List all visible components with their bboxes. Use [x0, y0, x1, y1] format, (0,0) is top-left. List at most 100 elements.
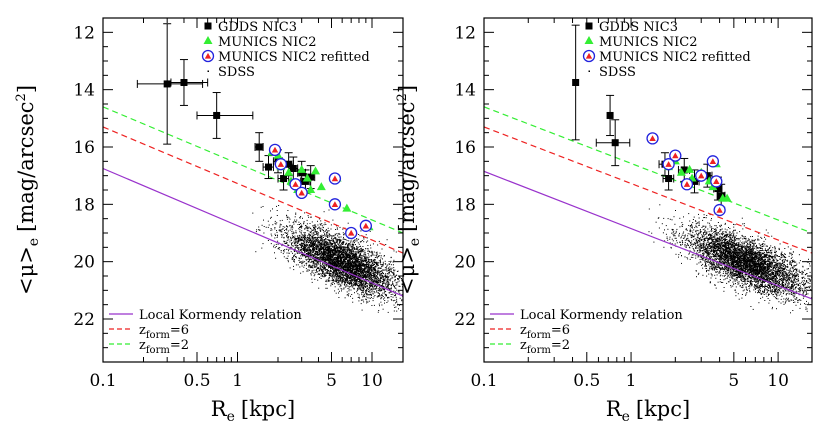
sdss-point — [354, 272, 356, 274]
sdss-point — [319, 277, 321, 278]
sdss-point — [340, 285, 342, 287]
sdss-point — [314, 229, 316, 231]
sdss-point — [371, 288, 373, 290]
sdss-point — [339, 280, 340, 282]
sdss-point — [385, 284, 387, 286]
sdss-point — [345, 239, 347, 241]
sdss-point — [353, 278, 355, 280]
sdss-point — [385, 275, 387, 277]
sdss-point — [358, 300, 360, 302]
sdss-point — [328, 252, 330, 253]
sdss-point — [367, 265, 369, 267]
sdss-point — [385, 286, 387, 288]
sdss-point — [330, 252, 332, 254]
sdss-point — [354, 272, 356, 274]
sdss-point — [348, 275, 350, 277]
sdss-point — [306, 235, 308, 237]
sdss-point — [362, 287, 364, 289]
sdss-point — [292, 231, 294, 233]
sdss-point — [400, 310, 402, 311]
sdss-point — [289, 267, 291, 269]
sdss-point — [296, 241, 298, 243]
sdss-point — [335, 238, 337, 240]
sdss-point — [332, 219, 334, 221]
sdss-point — [398, 308, 399, 310]
sdss-point — [386, 275, 388, 277]
sdss-point — [364, 266, 366, 268]
sdss-point — [346, 269, 348, 270]
sdss-point — [366, 269, 368, 271]
sdss-point — [355, 258, 357, 260]
sdss-point — [325, 279, 327, 281]
sdss-point — [326, 247, 327, 249]
sdss-point — [336, 273, 338, 275]
sdss-point — [379, 287, 381, 289]
sdss-point — [327, 253, 329, 255]
sdss-point — [377, 244, 379, 246]
sdss-point — [353, 240, 355, 242]
sdss-point — [334, 251, 336, 253]
sdss-point — [373, 264, 375, 266]
sdss-point — [389, 279, 391, 281]
sdss-point — [347, 247, 348, 249]
sdss-point — [366, 264, 368, 265]
sdss-point — [330, 258, 332, 259]
sdss-point — [303, 240, 305, 242]
sdss-point — [331, 282, 333, 284]
sdss-point — [346, 280, 348, 282]
sdss-point — [287, 248, 289, 250]
sdss-point — [329, 280, 331, 282]
sdss-point — [346, 253, 347, 255]
sdss-point — [287, 259, 289, 261]
sdss-point — [337, 275, 339, 277]
sdss-point — [328, 266, 330, 268]
sdss-point — [372, 292, 374, 294]
sdss-point — [293, 265, 294, 267]
sdss-point — [365, 284, 366, 286]
sdss-point — [307, 256, 309, 258]
sdss-point — [353, 284, 355, 286]
sdss-point — [355, 257, 357, 259]
sdss-point — [377, 290, 379, 292]
sdss-point — [339, 240, 341, 242]
sdss-point — [358, 271, 360, 273]
sdss-point — [365, 299, 367, 301]
sdss-point — [338, 232, 340, 234]
sdss-point — [342, 252, 344, 253]
sdss-point — [300, 247, 302, 249]
sdss-point — [386, 239, 388, 241]
sdss-point — [348, 277, 350, 279]
sdss-point — [344, 248, 346, 250]
sdss-point — [382, 264, 384, 266]
sdss-point — [305, 250, 307, 252]
sdss-point — [390, 291, 392, 293]
sdss-point — [336, 274, 338, 275]
sdss-point — [352, 248, 354, 250]
sdss-point — [396, 282, 398, 284]
sdss-point — [325, 256, 327, 258]
sdss-point — [316, 238, 318, 240]
sdss-point — [356, 238, 358, 239]
sdss-point — [352, 271, 354, 273]
sdss-point — [327, 258, 329, 260]
sdss-point — [353, 245, 355, 247]
sdss-point — [320, 247, 322, 249]
sdss-point — [367, 274, 368, 276]
sdss-point — [364, 263, 365, 265]
sdss-point — [322, 252, 324, 254]
sdss-point — [307, 230, 309, 232]
sdss-point — [358, 259, 360, 260]
sdss-point — [318, 258, 320, 260]
sdss-point — [300, 261, 302, 263]
sdss-point — [349, 267, 351, 269]
sdss-point — [347, 247, 348, 249]
sdss-point — [331, 266, 333, 268]
sdss-point — [353, 251, 355, 253]
sdss-point — [345, 263, 347, 264]
sdss-point — [363, 261, 365, 263]
sdss-point — [350, 282, 352, 284]
sdss-point — [376, 262, 378, 264]
sdss-point — [355, 265, 357, 267]
sdss-point — [268, 224, 270, 226]
sdss-point — [307, 239, 309, 241]
